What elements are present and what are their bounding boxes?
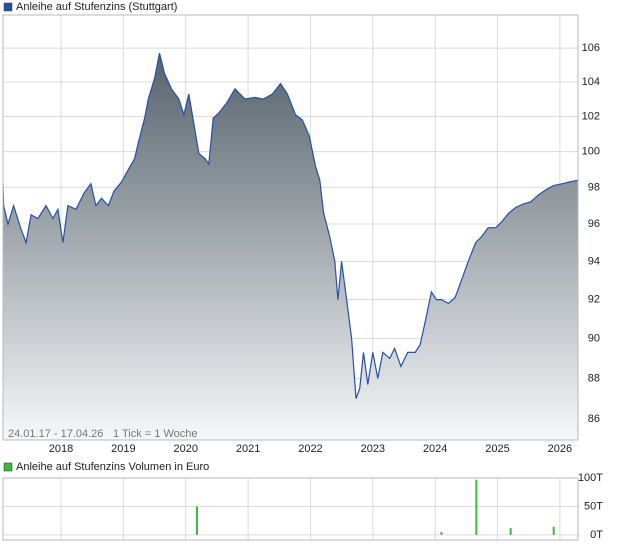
volume-bar [552,526,555,535]
y-tick-label: 92 [588,293,600,305]
volume-bar [440,532,443,535]
y-tick-label: 90 [588,332,600,344]
y-tick-label: 100T [578,472,603,484]
legend-label: Anleihe auf Stufenzins (Stuttgart) [16,1,177,13]
x-tick-label: 2021 [236,443,260,455]
tick-note: 1 Tick = 1 Woche [113,428,197,440]
volume-bar [195,506,198,535]
x-tick-label: 2022 [298,443,322,455]
y-tick-label: 50T [584,500,603,512]
legend-swatch [3,462,13,472]
x-tick-label: 2020 [173,443,197,455]
plot-frame [2,14,579,441]
legend-label: Anleihe auf Stufenzins Volumen in Euro [16,461,209,473]
volume-bar [475,479,478,535]
y-tick-label: 0T [590,529,603,541]
y-tick-label: 102 [582,110,600,122]
y-tick-label: 98 [588,181,600,193]
x-tick-label: 2019 [111,443,135,455]
y-tick-label: 100 [582,145,600,157]
x-tick-label: 2024 [423,443,447,455]
x-tick-label: 2023 [361,443,385,455]
y-tick-label: 86 [588,413,600,425]
price-line [2,53,579,399]
y-tick-label: 104 [582,76,600,88]
y-tick-label: 106 [582,42,600,54]
area-fill [3,53,578,440]
x-tick-label: 2018 [49,443,73,455]
plot-area [2,477,579,541]
date-range: 24.01.17 - 17.04.26 [8,428,103,440]
x-tick-label: 2026 [548,443,572,455]
plot-frame [2,477,579,541]
volume-bar [509,528,512,535]
y-tick-label: 96 [588,218,600,230]
x-tick-label: 2025 [485,443,509,455]
y-tick-label: 88 [588,372,600,384]
y-tick-label: 94 [588,255,600,267]
legend-swatch [3,2,13,12]
